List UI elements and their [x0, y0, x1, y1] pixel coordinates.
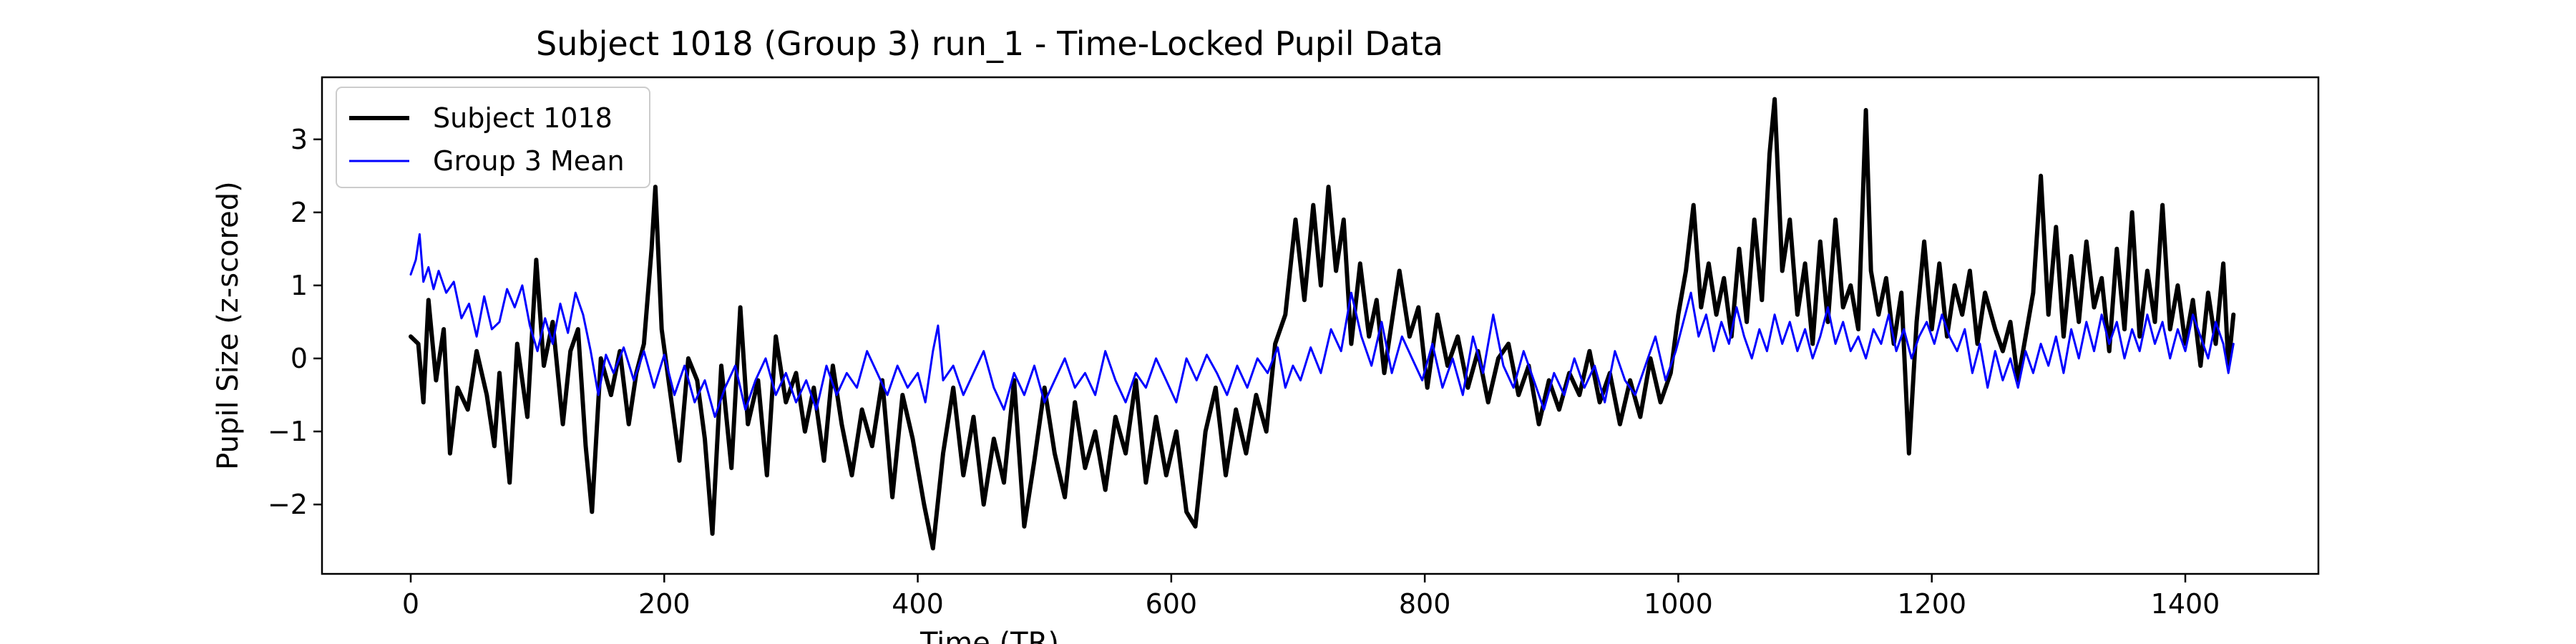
- legend-box: [336, 87, 650, 188]
- plot-frame: [321, 76, 2320, 575]
- series-line-1: [409, 97, 2236, 551]
- x-tick-label: 1000: [1644, 588, 1713, 620]
- legend-label-1: Subject 1018: [433, 102, 613, 134]
- y-tick-label: −1: [268, 416, 308, 447]
- series-line-2: [409, 233, 2235, 419]
- x-tick-label: 0: [402, 588, 419, 620]
- legend-label-2: Group 3 Mean: [433, 145, 625, 177]
- x-tick-label: 800: [1399, 588, 1451, 620]
- y-axis-label: Pupil Size (z-scored): [212, 181, 245, 469]
- x-tick-label: 400: [892, 588, 944, 620]
- x-tick-label: 1200: [1897, 588, 1966, 620]
- y-tick-label: 0: [291, 343, 308, 374]
- chart-title: Subject 1018 (Group 3) run_1 - Time-Lock…: [536, 24, 1443, 63]
- series-layer: [409, 97, 2236, 551]
- y-tick-label: −2: [268, 489, 308, 520]
- axis-layer: 0 200 400 600 800 1000 1200 1400 −2 −1 0 1 2 3: [268, 124, 2220, 620]
- x-tick-label: 1400: [2151, 588, 2220, 620]
- y-tick-label: 3: [291, 124, 308, 155]
- y-tick-label: 1: [291, 270, 308, 301]
- x-tick-label: 600: [1146, 588, 1198, 620]
- x-axis-label: Time (TR): [919, 627, 1059, 644]
- x-tick-label: 200: [638, 588, 691, 620]
- y-tick-label: 2: [291, 197, 308, 228]
- legend: Subject 1018 Group 3 Mean: [336, 87, 650, 188]
